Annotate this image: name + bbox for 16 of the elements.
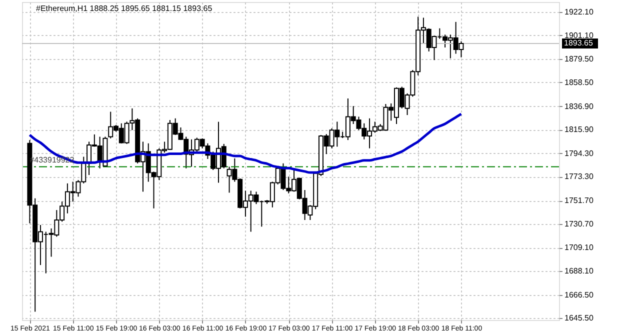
y-tick-label: 1666.50 (564, 290, 594, 300)
y-tick-label: 1751.70 (564, 196, 594, 206)
y-tick-label: 1730.70 (564, 219, 594, 228)
y-tick-label: 1815.90 (564, 125, 594, 134)
y-tick-label: 1709.10 (564, 243, 594, 252)
chart-title: #Ethereum,H1 1888.25 1895.65 1881.15 1893.65 (36, 4, 213, 13)
y-tick-label: 1773.30 (564, 172, 594, 182)
y-tick-label: 1645.50 (564, 314, 594, 323)
y-tick-label: 1922.10 (564, 8, 594, 17)
ref-line-label: 1893.65 (564, 38, 594, 48)
y-tick-label: 1794.30 (564, 148, 594, 158)
y-tick-label: 1688.10 (564, 266, 594, 276)
y-tick-label: 1836.90 (564, 102, 594, 111)
y-tick-label: 1901.10 (564, 30, 594, 40)
y-tick-label: 1858.50 (564, 78, 594, 87)
y-tick-label: 1879.50 (564, 54, 594, 64)
